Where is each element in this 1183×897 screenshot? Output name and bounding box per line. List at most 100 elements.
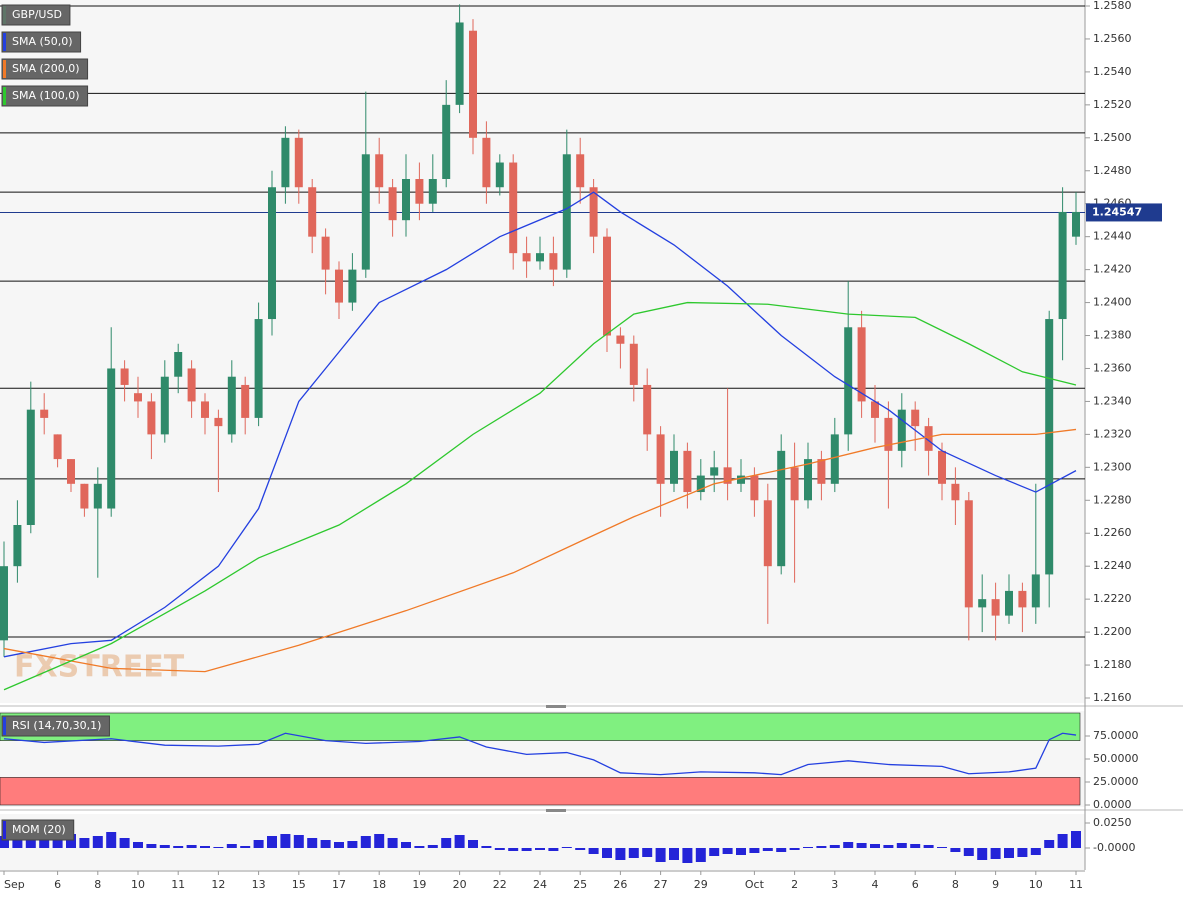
resize-handle[interactable] — [546, 809, 566, 812]
candle-body — [281, 137, 290, 188]
momentum-bar — [575, 848, 586, 850]
y-tick-label: 1.2260 — [1093, 526, 1132, 539]
candle-body — [308, 187, 317, 237]
momentum-bar — [240, 846, 251, 848]
candle-body — [348, 269, 357, 303]
y-tick-label: 1.2360 — [1093, 361, 1132, 374]
candle-body — [616, 335, 625, 344]
mom-panel — [0, 814, 1085, 870]
momentum-bar — [776, 848, 787, 852]
candle-body — [696, 475, 705, 493]
indicator-line — [3, 191, 1077, 658]
candle-body — [214, 417, 223, 427]
resize-handle[interactable] — [546, 705, 566, 708]
x-tick-label: 27 — [654, 878, 668, 891]
momentum-bar — [441, 838, 452, 848]
candle-body — [254, 319, 263, 418]
momentum-bar — [106, 832, 117, 848]
momentum-bar — [615, 848, 626, 860]
legend-label: SMA (50,0) — [12, 35, 73, 48]
x-tick-label: 25 — [573, 878, 587, 891]
momentum-bar — [682, 848, 693, 863]
momentum-bar — [642, 848, 653, 857]
y-tick-label: 1.2500 — [1093, 131, 1132, 144]
y-tick-label: 0.0250 — [1093, 816, 1132, 829]
y-tick-label: 1.2280 — [1093, 493, 1132, 506]
y-tick-label: 1.2220 — [1093, 592, 1132, 605]
candle-body — [428, 179, 437, 204]
candle-body — [1018, 590, 1027, 608]
y-tick-label: 1.2400 — [1093, 296, 1132, 309]
momentum-bar — [66, 834, 76, 848]
candle-body — [402, 179, 410, 221]
candle-body — [656, 434, 665, 484]
momentum-bar — [146, 844, 157, 848]
candle-body — [549, 253, 558, 270]
x-tick-label: 18 — [372, 878, 386, 891]
price-panel — [0, 0, 1085, 703]
momentum-bar — [856, 843, 867, 848]
x-tick-label: 29 — [694, 878, 708, 891]
legend-swatch — [3, 87, 6, 105]
x-tick-label: 11 — [1069, 878, 1083, 891]
momentum-bar — [1004, 848, 1014, 858]
momentum-bar — [749, 848, 760, 853]
candle-body — [603, 236, 611, 336]
candle-body — [375, 154, 384, 188]
x-tick-label: 10 — [131, 878, 145, 891]
x-tick-label: 8 — [94, 878, 101, 891]
x-tick-label: 9 — [992, 878, 999, 891]
momentum-bar — [548, 848, 559, 851]
momentum-bar — [628, 848, 639, 858]
momentum-bar — [360, 836, 371, 848]
x-tick-label: 26 — [613, 878, 627, 891]
y-tick-label: -0.0000 — [1093, 841, 1135, 854]
candle-body — [562, 154, 571, 270]
momentum-bar — [602, 848, 612, 858]
candle-body — [884, 417, 893, 451]
y-tick-label: 1.2420 — [1093, 263, 1132, 276]
candle-body — [361, 154, 370, 270]
x-tick-label: 19 — [412, 878, 426, 891]
candle-body — [1031, 574, 1040, 608]
legend-box — [1, 31, 82, 53]
legend-box — [1, 58, 89, 80]
y-tick-label: 1.2520 — [1093, 98, 1132, 111]
x-tick-label: 10 — [1029, 878, 1043, 891]
candle-body — [763, 500, 772, 567]
candle-body — [482, 137, 491, 188]
momentum-bar — [119, 838, 130, 848]
candle-body — [469, 30, 477, 138]
candle-body — [13, 525, 22, 567]
legend-swatch — [3, 60, 6, 78]
x-tick-label: Sep — [4, 878, 25, 891]
candle-body — [683, 450, 692, 493]
x-tick-label: 22 — [493, 878, 507, 891]
x-tick-label: 8 — [952, 878, 959, 891]
legend-swatch — [3, 33, 6, 51]
candle-body — [777, 450, 786, 567]
momentum-bar — [762, 848, 773, 851]
y-tick-label: 1.2440 — [1093, 230, 1132, 243]
momentum-bar — [387, 838, 398, 848]
x-tick-label: 17 — [332, 878, 346, 891]
x-tick-label: 24 — [533, 878, 547, 891]
momentum-bar — [843, 842, 854, 848]
x-tick-label: 13 — [252, 878, 266, 891]
momentum-bar — [1057, 834, 1068, 848]
last-price-label: 1.24547 — [1092, 205, 1142, 218]
candle-body — [455, 22, 464, 105]
legend-box — [1, 4, 71, 26]
momentum-bar — [990, 848, 1001, 859]
candle-body — [40, 409, 49, 418]
candle-body — [871, 401, 879, 418]
candle-body — [670, 450, 678, 484]
x-tick-label: 20 — [453, 878, 467, 891]
candle-body — [991, 599, 1000, 616]
momentum-bar — [226, 844, 237, 848]
x-tick-label: 11 — [171, 878, 185, 891]
last-price-box — [1086, 203, 1162, 222]
candle-body — [0, 566, 8, 641]
momentum-bar — [1044, 840, 1055, 848]
momentum-bar — [92, 836, 103, 848]
